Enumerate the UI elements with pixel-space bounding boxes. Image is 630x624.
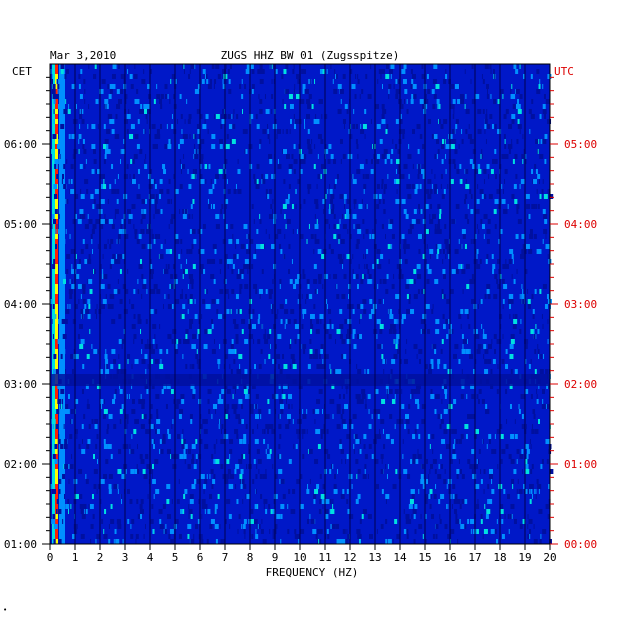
spectrogram-plot (49, 63, 554, 545)
x-tick-label: 10 (293, 551, 306, 564)
x-tick-label: 13 (368, 551, 381, 564)
right-time-tick-label: 02:00 (564, 378, 597, 391)
x-tick-label: 2 (97, 551, 104, 564)
x-tick-label: 8 (247, 551, 254, 564)
x-tick-label: 14 (393, 551, 407, 564)
x-tick-label: 19 (518, 551, 531, 564)
chart-title: ZUGS HHZ BW 01 (Zugsspitze) (221, 49, 400, 62)
frequency-grid (74, 64, 526, 544)
left-time-tick-label: 02:00 (4, 458, 37, 471)
x-axis: 0 1 2 3 4 5 6 7 8 9 10 11 12 13 14 15 16 17 18 19 20 (47, 544, 557, 564)
x-tick-label: 20 (543, 551, 556, 564)
right-time-tick-label: 04:00 (564, 218, 597, 231)
x-tick-label: 7 (222, 551, 229, 564)
cet-axis-label: CET (12, 65, 32, 78)
right-time-tick-label: 05:00 (564, 138, 597, 151)
x-axis-label: FREQUENCY (HZ) (266, 566, 359, 579)
left-time-tick-label: 03:00 (4, 378, 37, 391)
footnote-mark: • (3, 606, 8, 614)
x-tick-label: 11 (318, 551, 331, 564)
date-label: Mar 3,2010 (50, 49, 116, 62)
left-time-tick-label: 01:00 (4, 538, 37, 551)
x-tick-label: 9 (272, 551, 279, 564)
x-tick-label: 16 (443, 551, 456, 564)
left-time-tick-label: 05:00 (4, 218, 37, 231)
left-time-tick-label: 04:00 (4, 298, 37, 311)
x-tick-label: 12 (343, 551, 356, 564)
x-tick-label: 18 (493, 551, 506, 564)
left-time-tick-label: 06:00 (4, 138, 37, 151)
right-time-tick-label: 00:00 (564, 538, 597, 551)
x-tick-label: 17 (468, 551, 481, 564)
x-tick-label: 0 (47, 551, 54, 564)
right-time-axis: 00:00 01:00 02:00 03:00 04:00 05:00 (550, 76, 597, 551)
utc-axis-label: UTC (554, 65, 574, 78)
x-tick-label: 15 (418, 551, 431, 564)
right-time-tick-label: 01:00 (564, 458, 597, 471)
x-tick-label: 1 (72, 551, 79, 564)
right-time-tick-label: 03:00 (564, 298, 597, 311)
x-tick-label: 5 (172, 551, 179, 564)
x-tick-label: 4 (147, 551, 154, 564)
left-time-axis: 01:00 02:00 03:00 04:00 05:00 06:00 (4, 76, 50, 551)
x-tick-label: 3 (122, 551, 129, 564)
x-tick-label: 6 (197, 551, 204, 564)
